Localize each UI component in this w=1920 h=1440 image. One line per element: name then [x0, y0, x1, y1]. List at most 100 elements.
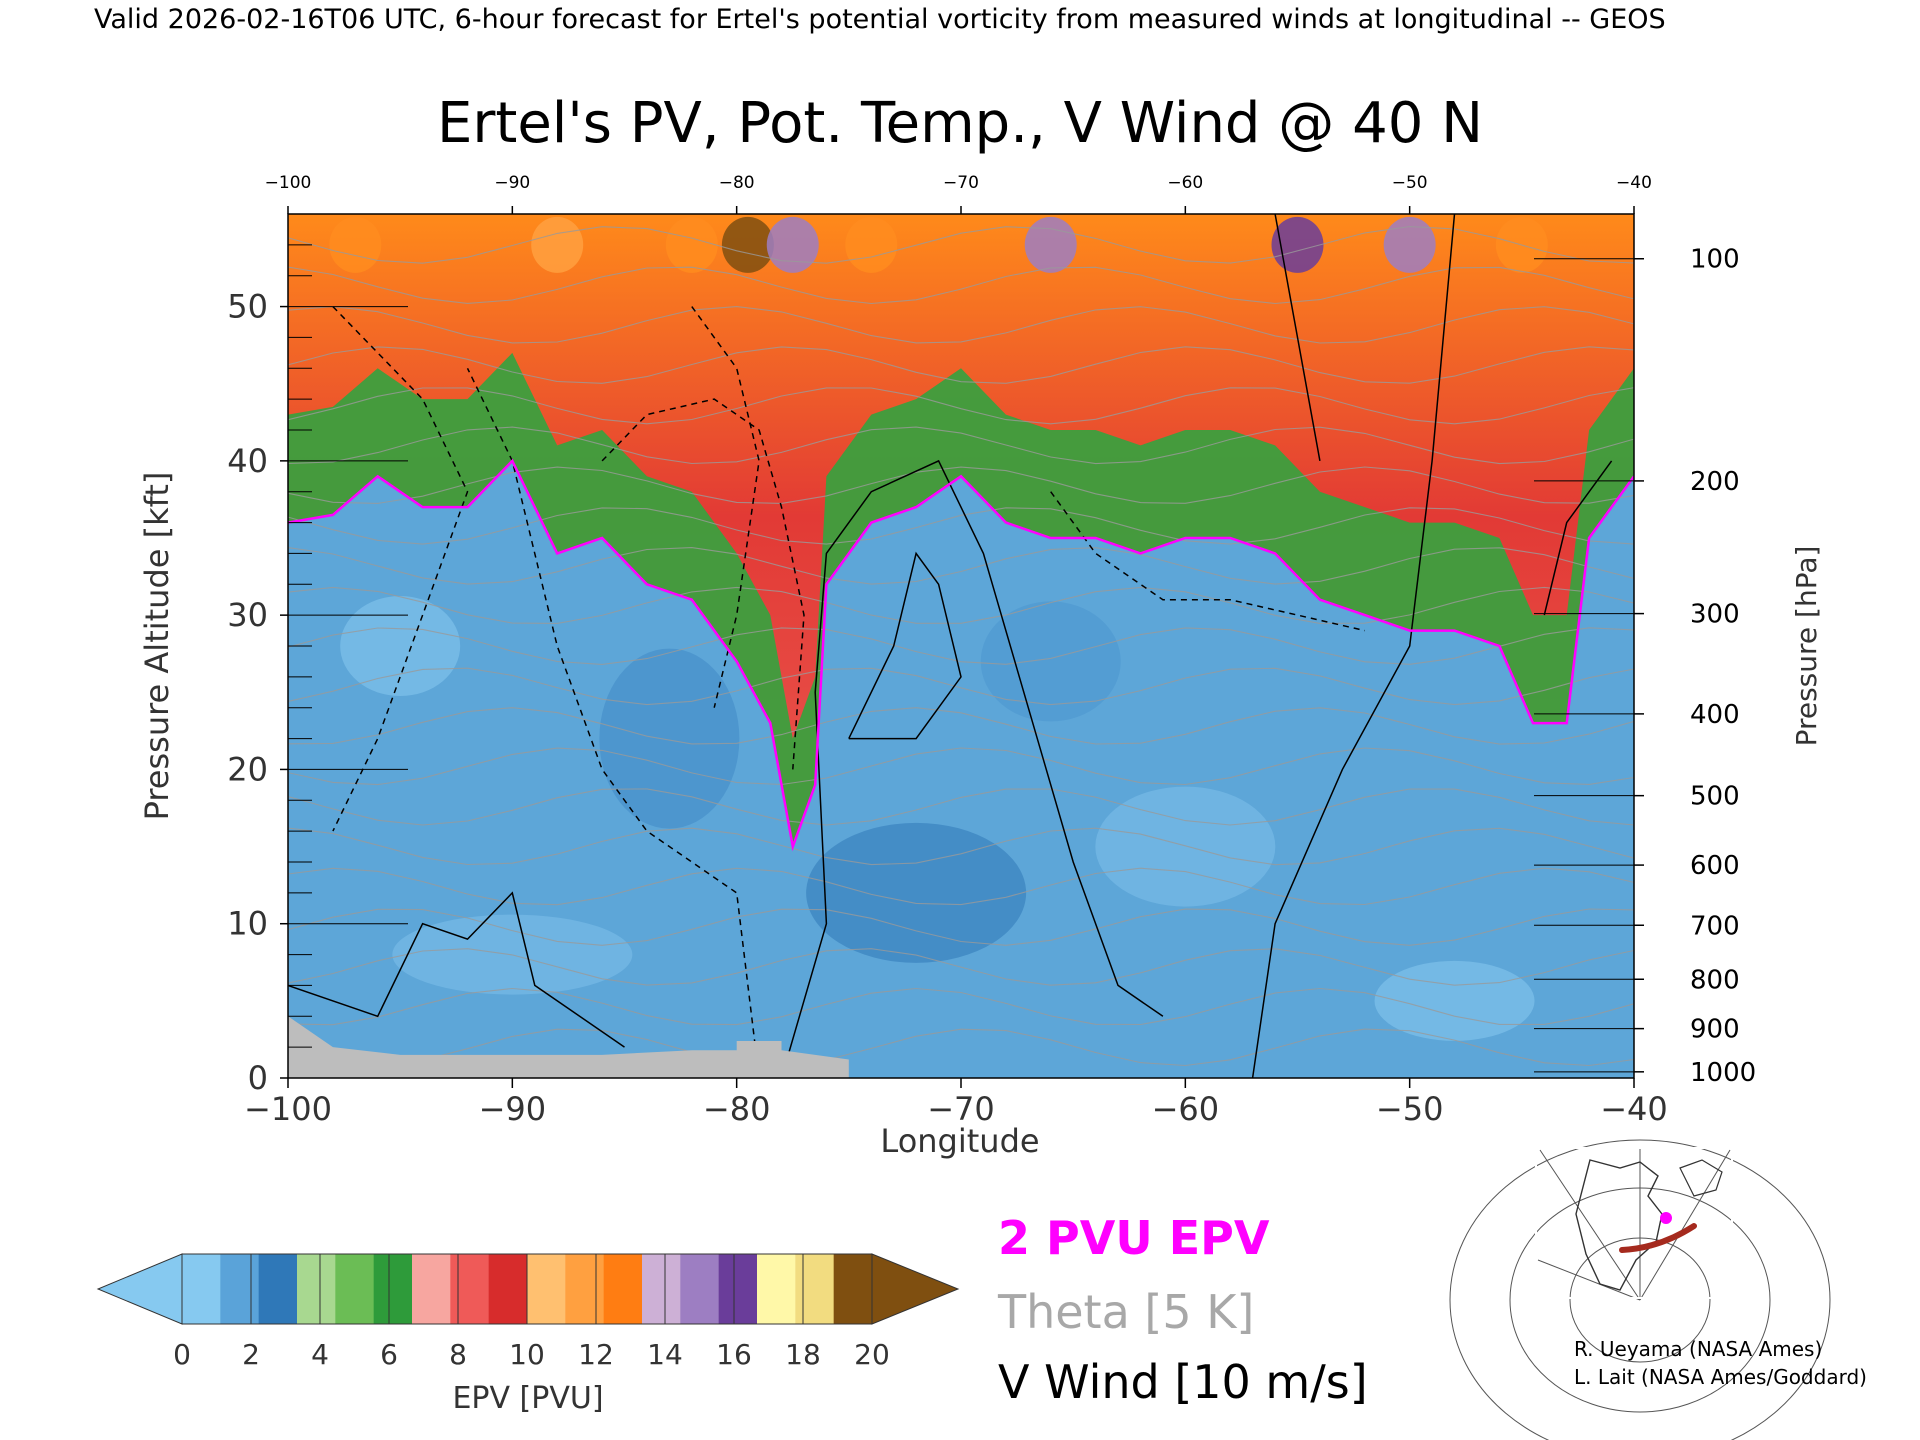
pressure-tick-label: 500 [1690, 782, 1740, 812]
colorbar-tick-label: 14 [647, 1338, 683, 1371]
colorbar-swatch [833, 1254, 873, 1324]
pv-hotspot [766, 216, 819, 273]
theta-contour [288, 827, 1634, 866]
x-axis-label: Longitude [880, 1122, 1039, 1160]
y-axis-ticks: 0 10 20 30 40 50 [227, 244, 408, 1097]
x-tick-label: −100 [244, 1090, 332, 1128]
colorbar-tick-label: 4 [311, 1338, 329, 1371]
y-tick-label: 0 [248, 1059, 268, 1097]
x-tick-label-top: −100 [265, 173, 312, 193]
colorbar-low-arrow [96, 1253, 183, 1325]
y-tick-label: 50 [227, 288, 268, 326]
colorbar-swatch [258, 1254, 298, 1324]
colorbar-tick-label: 2 [242, 1338, 260, 1371]
x-tick-label-top: −60 [1167, 173, 1203, 193]
colorbar-swatch [220, 1254, 260, 1324]
colorbar-swatch [182, 1254, 221, 1324]
theta-contour [288, 306, 1634, 344]
cross-section-track [1619, 1223, 1697, 1253]
legend-theta: Theta [5 K] [997, 1285, 1254, 1339]
pv-hotspot [665, 216, 718, 273]
legend-pvu: 2 PVU EPV [998, 1211, 1270, 1265]
y-tick-label: 10 [227, 905, 268, 943]
x-tick-label: −60 [1152, 1090, 1220, 1128]
pressure-tick-label: 700 [1690, 911, 1740, 941]
theta-contour [288, 627, 1634, 665]
theta-contour [288, 987, 1634, 1026]
colorbar-swatch [488, 1254, 528, 1324]
theta-contour [288, 747, 1634, 786]
chart-title: Ertel's PV, Pot. Temp., V Wind @ 40 N [437, 91, 1483, 156]
pv-hotspot [329, 216, 382, 273]
theta-contours [288, 226, 1634, 1067]
location-marker [1660, 1212, 1672, 1224]
theta-contour [288, 667, 1634, 706]
theta-contour [288, 867, 1634, 906]
credit-line-2: L. Lait (NASA Ames/Goddard) [1574, 1365, 1867, 1389]
tropo-patch [1374, 960, 1535, 1041]
theta-contour [288, 1028, 1634, 1067]
pressure-tick-label: 200 [1690, 467, 1740, 497]
x-tick-label-top: −90 [494, 173, 530, 193]
colorbar-swatch [603, 1254, 643, 1324]
colorbar-swatch [795, 1254, 835, 1324]
colorbar-swatch [450, 1254, 490, 1324]
theta-contour [288, 707, 1634, 745]
troposphere-field [288, 460, 1634, 1078]
vwind-contour [1251, 214, 1456, 1078]
plot-area [288, 214, 1634, 1078]
x-axis-ticks: −100 −100 −90 −90 −80 −80 −70 −70 −60 −60 −50 −50 −4… [244, 173, 1668, 1128]
vwind-contour [848, 551, 962, 740]
pressure-tick-label: 1000 [1690, 1058, 1756, 1088]
x-tick-label-top: −50 [1392, 173, 1428, 193]
theta-contour [288, 466, 1634, 504]
x-tick-label: −50 [1376, 1090, 1444, 1128]
theta-contour [288, 426, 1634, 465]
vwind-contour [1543, 460, 1613, 616]
credit-line-1: R. Ueyama (NASA Ames) [1574, 1337, 1822, 1361]
colorbar-swatch [718, 1254, 758, 1324]
vwind-contour [1050, 491, 1365, 632]
tropo-patch [1095, 786, 1276, 907]
pressure-tick-label: 600 [1690, 851, 1740, 881]
colorbar-swatch [642, 1254, 681, 1324]
y-tick-label: 20 [227, 750, 268, 788]
locator-map [1449, 1139, 1831, 1440]
colorbar-swatch [335, 1254, 375, 1324]
x-tick-label: −40 [1600, 1090, 1668, 1128]
y-axis-label-right: Pressure [hPa] [1790, 546, 1823, 747]
colorbar-swatch [680, 1254, 720, 1324]
pressure-tick-label: 100 [1690, 245, 1740, 275]
tropo-patch [806, 822, 1027, 963]
vwind-contour [466, 367, 760, 1078]
colorbar-swatch [297, 1254, 336, 1324]
colorbar-tick-label: 0 [173, 1338, 191, 1371]
colorbar-tick-label: 16 [716, 1338, 752, 1371]
x-tick-label: −80 [703, 1090, 771, 1128]
colorbar-swatch [373, 1254, 413, 1324]
pv-transition-band [288, 352, 1634, 847]
pv-hotspot [721, 216, 774, 273]
vwind-contour [288, 891, 625, 1048]
pv-hotspot [1024, 216, 1077, 273]
theta-contour [288, 346, 1634, 384]
colorbar-swatch [565, 1254, 605, 1324]
pressure-tick-label: 800 [1690, 965, 1740, 995]
theta-contour [288, 788, 1634, 826]
vwind-contours [288, 214, 1613, 1078]
pv-hotspot [1383, 216, 1436, 273]
valid-time-header: Valid 2026-02-16T06 UTC, 6-hour forecast… [94, 4, 1666, 35]
pressure-axis-ticks: 100 200 300 400 500 600 700 800 900 1000 [1534, 245, 1756, 1088]
colorbar-tick-label: 18 [785, 1338, 821, 1371]
terrain-mask [288, 1016, 849, 1078]
y-tick-label: 40 [227, 442, 268, 480]
vwind-contour [332, 306, 469, 832]
legend-vwind: V Wind [10 m/s] [998, 1355, 1368, 1409]
theta-contour [288, 586, 1634, 624]
colorbar-swatch [412, 1254, 451, 1324]
x-tick-label: −70 [927, 1090, 995, 1128]
y-tick-label: 30 [227, 596, 268, 634]
colorbar-tick-label: 6 [380, 1338, 398, 1371]
theta-contour [288, 387, 1634, 425]
